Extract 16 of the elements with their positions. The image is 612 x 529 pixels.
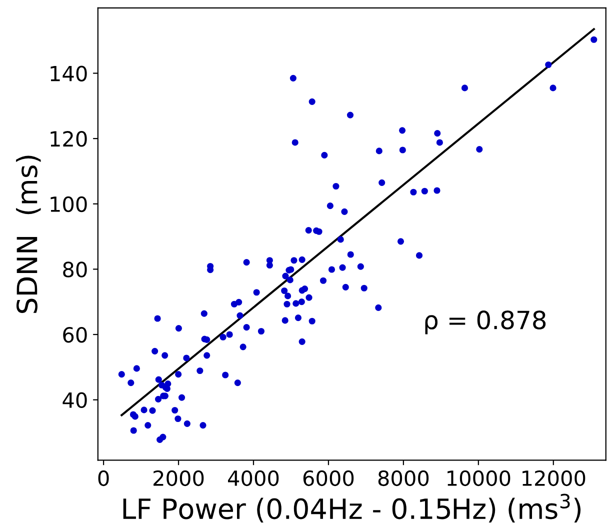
y-axis-title: SDNN (ms) xyxy=(16,156,41,313)
x-tick-label: 8000 xyxy=(378,470,429,486)
x-tick-label: 12000 xyxy=(522,470,586,486)
x-axis-title: LF Power (0.04Hz - 0.15Hz) (ms$^{3}$) xyxy=(123,494,581,523)
x-tick-label: 10000 xyxy=(448,470,510,486)
y-tick-label: 120 xyxy=(50,131,87,147)
y-tick-label: 80 xyxy=(63,262,87,278)
y-tick-label: 40 xyxy=(62,392,87,408)
y-tick-label: 100 xyxy=(50,196,87,212)
x-tick-label: 4000 xyxy=(228,470,279,486)
annotation: ρ = 0.878 xyxy=(425,310,546,334)
x-tick-label: 2000 xyxy=(154,470,204,486)
y-tick-label: 60 xyxy=(63,326,87,343)
x-tick-label: 0 xyxy=(98,470,109,486)
x-tick-label: 6000 xyxy=(303,470,354,486)
y-tick-label: 140 xyxy=(50,66,87,82)
